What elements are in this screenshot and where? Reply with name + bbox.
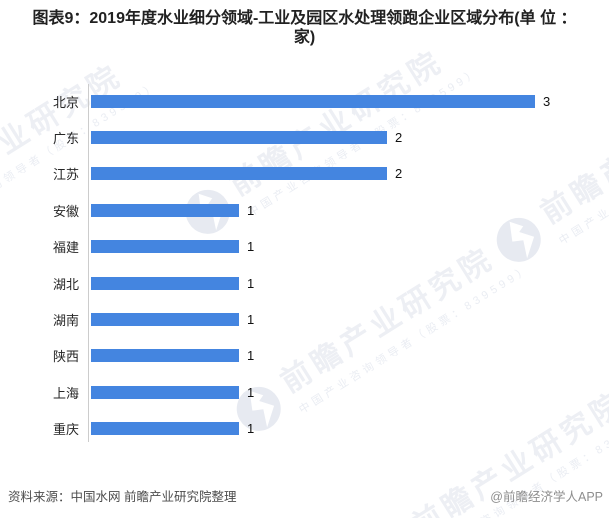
credit-note: @前瞻经济学人APP [490,490,603,504]
chart-row: 重庆 1 [0,411,609,447]
category-label: 福建 [52,240,79,256]
bar [91,385,239,399]
footer: 资料来源：中国水网 前瞻产业研究院整理 @前瞻经济学人APP [8,486,603,505]
value-label: 2 [395,130,403,146]
bar [91,94,535,108]
category-label: 江苏 [52,167,79,183]
category-label: 安徽 [52,203,79,219]
bar [91,167,387,181]
category-label: 湖北 [52,276,79,292]
value-label: 1 [247,348,255,364]
value-label: 3 [543,93,551,109]
value-label: 1 [247,421,255,437]
bar [91,349,239,363]
bar [91,203,239,217]
chart-row: 安徽 1 [0,192,609,228]
category-label: 上海 [52,385,79,401]
value-label: 1 [247,275,255,291]
chart-row: 陕西 1 [0,338,609,374]
category-label: 北京 [52,94,79,110]
value-label: 1 [247,202,255,218]
category-label: 广东 [52,131,79,147]
value-label: 1 [247,384,255,400]
bar [91,313,239,327]
chart-row: 江苏 2 [0,156,609,192]
category-label: 陕西 [52,349,79,365]
bar [91,131,387,145]
category-label: 重庆 [52,422,79,438]
chart-rows: 北京 3 广东 2 江苏 2 安徽 1 福建 1 湖北 1 湖南 1 陕西 1 上海 1 重庆 1 [0,83,609,447]
value-label: 1 [247,239,255,255]
chart-title: 图表9：2019年度水业细分领域-工业及园区水处理领跑企业区域分布(单 位 ：家… [32,10,577,46]
chart-row: 福建 1 [0,229,609,265]
value-label: 2 [395,166,403,182]
chart-row: 广东 2 [0,119,609,155]
chart-row: 湖北 1 [0,265,609,301]
chart-row: 湖南 1 [0,301,609,337]
source-note: 资料来源：中国水网 前瞻产业研究院整理 [8,490,237,504]
y-axis-line [88,84,89,442]
value-label: 1 [247,312,255,328]
bar-chart: 北京 3 广东 2 江苏 2 安徽 1 福建 1 湖北 1 湖南 1 陕西 1 上海 1 重庆 1 [0,83,609,448]
bar [91,276,239,290]
bar [91,422,239,436]
bar [91,240,239,254]
chart-row: 北京 3 [0,83,609,119]
chart-row: 上海 1 [0,374,609,410]
category-label: 湖南 [52,313,79,329]
